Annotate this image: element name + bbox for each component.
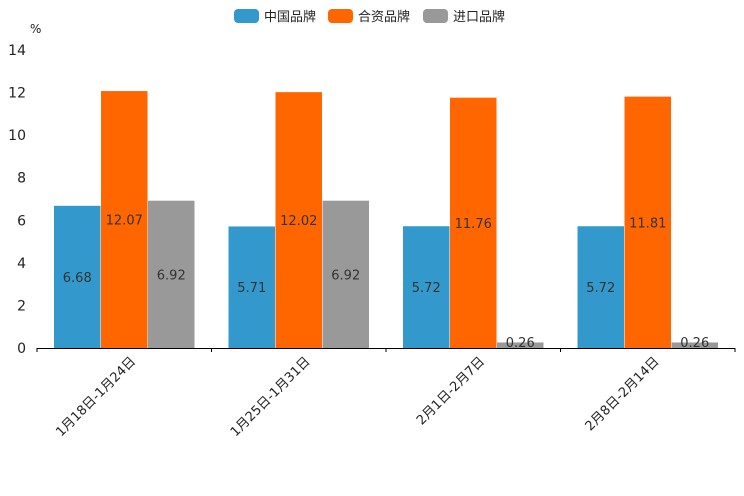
bar-2-1 xyxy=(101,91,148,349)
x-tick-label: 1月18日-1月24日 xyxy=(53,354,139,440)
x-tick-label: 2月1日-2月7日 xyxy=(414,354,488,428)
legend-item[interactable]: 中国品牌 xyxy=(234,9,316,25)
legend-label: 合资品牌 xyxy=(358,9,410,25)
y-axis: 0 2 4 6 8 10 12 14 xyxy=(8,43,26,357)
bar-1-1 xyxy=(54,205,101,348)
y-tick-label: 10 xyxy=(8,128,26,144)
data-label: 11.76 xyxy=(455,217,492,232)
bar-1-2 xyxy=(228,226,275,348)
data-label: 6.92 xyxy=(331,268,360,283)
bar-2-2 xyxy=(275,92,322,348)
bar-2-3 xyxy=(450,97,497,349)
data-label: 5.72 xyxy=(586,281,615,296)
x-tick-label: 1月25日-1月31日 xyxy=(228,354,314,440)
y-tick-label: 8 xyxy=(17,171,26,187)
y-tick-label: 4 xyxy=(17,256,26,272)
data-label: 6.68 xyxy=(63,271,92,286)
bar-3-2 xyxy=(322,200,369,348)
data-label: 12.07 xyxy=(106,214,143,229)
legend-swatch xyxy=(328,9,353,23)
y-tick-label: 12 xyxy=(8,86,26,102)
legend-label: 中国品牌 xyxy=(264,9,316,25)
bar-3-4 xyxy=(671,342,718,348)
y-unit-label: % xyxy=(30,22,41,36)
bar-1-3 xyxy=(403,226,450,348)
legend-swatch xyxy=(234,9,259,23)
x-axis: 1月18日-1月24日 1月25日-1月31日 2月1日-2月7日 2月8日-2月14… xyxy=(36,348,736,440)
legend: 中国品牌 合资品牌 进口品牌 xyxy=(234,9,505,25)
x-tick-label: 2月8日-2月14日 xyxy=(583,354,663,434)
data-label: 0.26 xyxy=(506,336,535,351)
y-tick-label: 14 xyxy=(8,43,26,59)
legend-swatch xyxy=(423,9,448,23)
bar-2-4 xyxy=(624,96,671,348)
bar-3-3 xyxy=(497,342,544,348)
data-label: 6.92 xyxy=(157,268,186,283)
y-tick-label: 0 xyxy=(17,341,26,357)
legend-item[interactable]: 进口品牌 xyxy=(423,9,505,25)
data-label: 11.81 xyxy=(629,216,666,231)
data-label: 12.02 xyxy=(280,214,317,229)
legend-item[interactable]: 合资品牌 xyxy=(328,9,410,25)
data-label: 0.26 xyxy=(680,336,709,351)
bar-1-4 xyxy=(577,226,624,348)
y-tick-label: 6 xyxy=(17,213,26,229)
y-tick-label: 2 xyxy=(17,298,26,314)
bars: 6.68 12.07 6.92 5.71 12.02 6.92 5.72 11.76 0.26 5… xyxy=(54,91,718,351)
legend-label: 进口品牌 xyxy=(453,9,505,25)
data-label: 5.71 xyxy=(237,281,266,296)
data-label: 5.72 xyxy=(412,281,441,296)
bar-3-1 xyxy=(148,200,195,348)
